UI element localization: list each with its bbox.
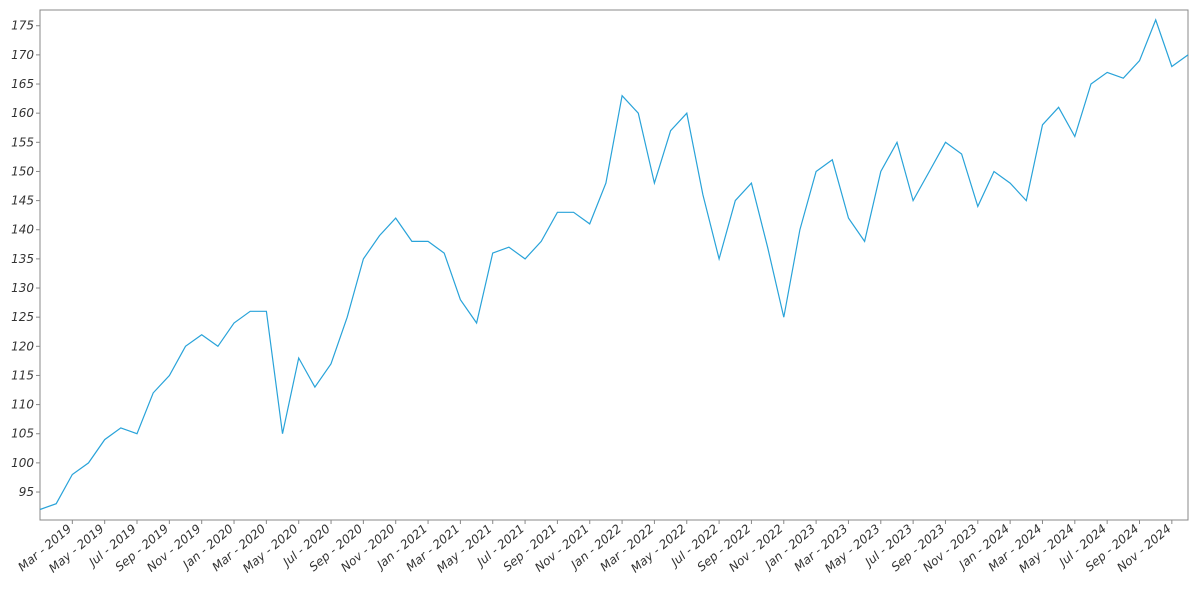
y-tick-label: 95 [19,485,34,499]
y-tick-label: 125 [11,310,34,324]
y-tick-label: 165 [11,77,34,91]
plot-frame [39,9,1189,521]
y-tick-label: 175 [11,19,34,33]
y-tick-label: 170 [11,48,34,62]
y-tick-label: 140 [11,223,34,237]
y-tick-label: 135 [11,252,34,266]
y-tick-label: 120 [11,339,34,353]
y-tick-label: 110 [11,398,34,412]
y-tick-label: 145 [11,194,34,208]
y-tick-label: 115 [11,368,34,382]
y-tick-label: 105 [11,427,34,441]
y-tick-label: 100 [11,456,34,470]
y-tick-label: 150 [11,164,34,178]
y-tick-label: 155 [11,135,34,149]
price-line [39,18,1189,511]
y-tick-label: 160 [11,106,34,120]
y-tick-label: 130 [11,281,34,295]
